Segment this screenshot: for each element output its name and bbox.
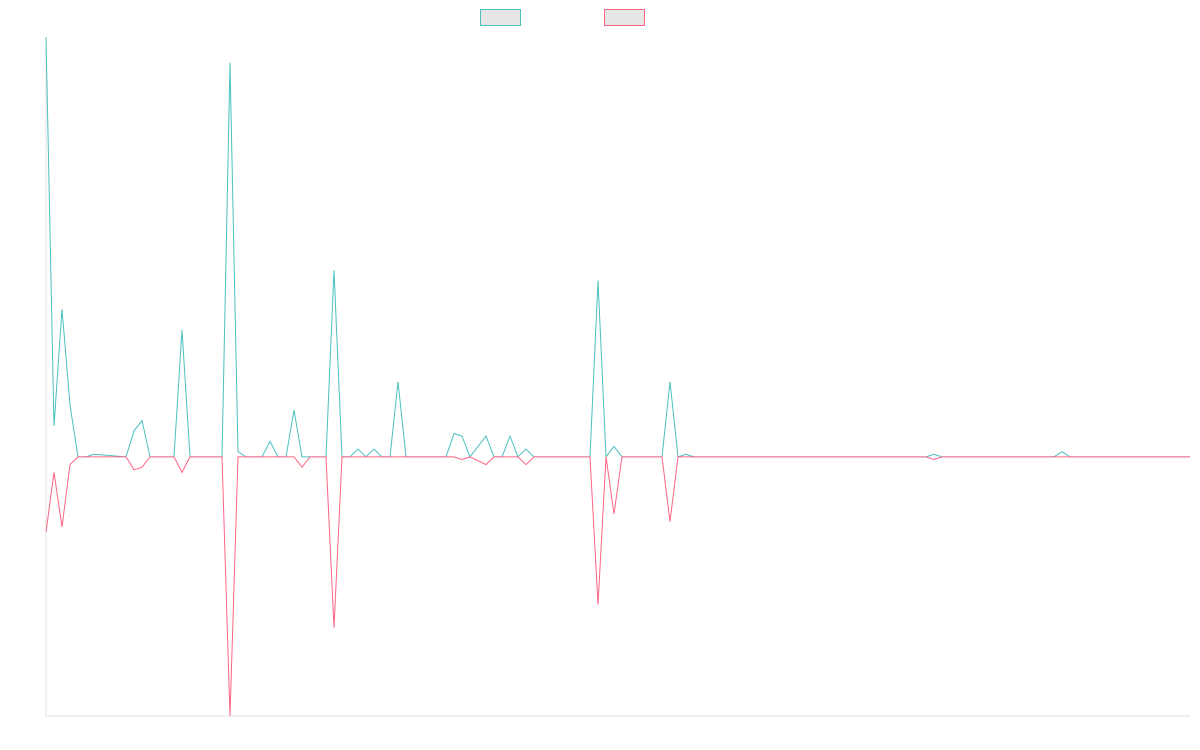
legend[interactable] bbox=[480, 9, 645, 26]
series-layer bbox=[45, 36, 1190, 717]
series-line-1 bbox=[45, 36, 1190, 459]
legend-swatch-series-2[interactable] bbox=[604, 9, 645, 26]
series-line-2 bbox=[45, 456, 1190, 717]
legend-swatch-series-1[interactable] bbox=[480, 9, 521, 26]
axes-group bbox=[45, 37, 1190, 717]
